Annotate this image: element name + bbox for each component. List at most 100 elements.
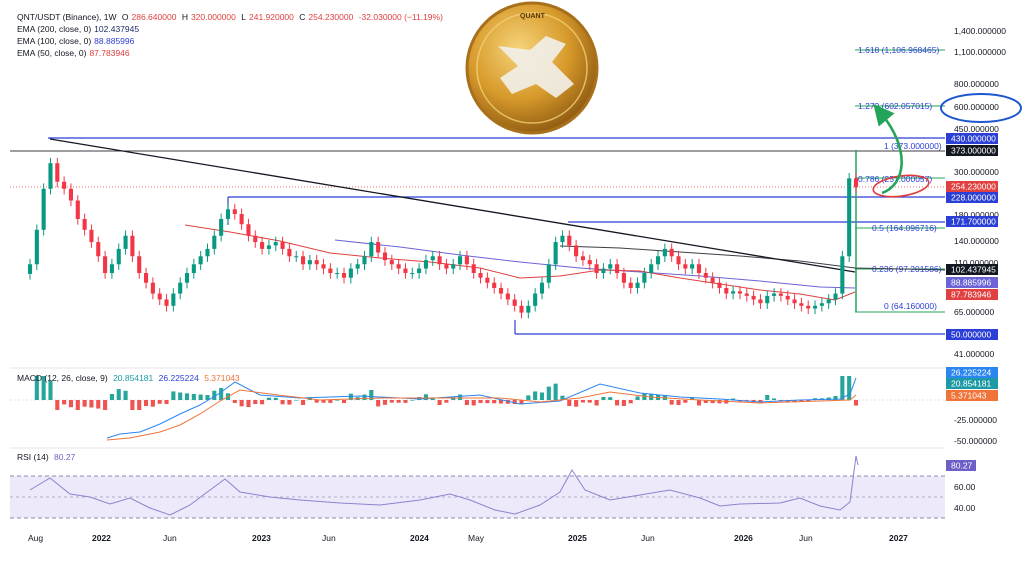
x-tick-aug: Aug <box>28 533 43 543</box>
candle-body <box>423 260 428 269</box>
candle-body <box>137 256 142 274</box>
candle-body <box>758 299 763 304</box>
macd-hist-bar <box>526 395 531 400</box>
candle-body <box>437 256 442 265</box>
macd-hist-bar <box>519 400 524 405</box>
x-tick-2023: 2023 <box>252 533 271 543</box>
macd-hist-bar <box>116 389 121 400</box>
candle-body <box>772 293 777 296</box>
macd-hist-bar <box>403 400 408 403</box>
candle-body <box>703 273 708 278</box>
macd-hist-bar <box>758 400 763 403</box>
axis-tick-110: 110.000000 <box>954 258 999 268</box>
macd-hist-bar <box>464 400 469 405</box>
macd-hist-bar <box>608 397 613 400</box>
macd-tag-2: 20.854181 <box>951 379 991 389</box>
macd-hist-bar <box>765 395 770 400</box>
candle-body <box>212 235 217 249</box>
ema200-label: EMA (200, close, 0) <box>17 24 92 34</box>
macd-hist-bar <box>594 400 599 406</box>
macd-hist-bar <box>683 400 688 403</box>
candle-body <box>246 224 251 236</box>
candle-body <box>103 256 108 274</box>
candle-body <box>219 218 224 236</box>
macd-hist-bar <box>621 400 626 406</box>
ohlc-o-key: O <box>121 12 129 22</box>
ema50-value: 87.783946 <box>89 48 130 58</box>
ohlc-l-value: 241.920000 <box>248 12 294 22</box>
candle-body <box>567 235 572 246</box>
macd-hist-bar <box>280 400 285 405</box>
macd-hist-bar <box>676 400 681 405</box>
candle-body <box>301 256 306 265</box>
candle-body <box>34 229 39 265</box>
candle-body <box>621 273 626 283</box>
candle-body <box>498 287 504 294</box>
macd-hist-bar <box>171 391 176 400</box>
macd-hist-bar <box>710 400 715 404</box>
macd-hist-bar <box>533 391 538 400</box>
candle-body <box>184 273 190 283</box>
candle-body <box>68 188 74 201</box>
macd-hist-bar <box>512 400 517 404</box>
macd-hist-bar <box>601 397 606 400</box>
candle-body <box>451 264 456 269</box>
candle-body <box>116 248 121 265</box>
candle-body <box>853 178 859 188</box>
candle-body <box>512 299 517 306</box>
macd-hist-bar <box>546 386 551 400</box>
candle-body <box>396 264 401 269</box>
macd-hist-bar <box>840 376 845 400</box>
macd-hist-bar <box>587 400 592 403</box>
candle-body <box>690 264 695 269</box>
tag-430: 430.000000 <box>951 134 996 144</box>
candle-body <box>239 214 244 225</box>
tag-102-bg <box>946 264 998 275</box>
ohlc-c-key: C <box>299 12 306 22</box>
tag-88: 88.885996 <box>951 278 991 288</box>
macd-panel <box>10 376 945 441</box>
candle-body <box>410 273 415 275</box>
rsi-tag-bg <box>946 460 976 471</box>
macd-hist-bar <box>34 376 39 400</box>
candle-body <box>253 235 258 243</box>
x-tick-jun-2: Jun <box>322 533 336 543</box>
candle-body <box>205 248 210 257</box>
ohlc-c-value: 254.230000 <box>308 12 354 22</box>
candle-body <box>683 264 688 269</box>
macd-hist-bar <box>103 400 108 410</box>
rsi-line <box>29 455 859 516</box>
x-tick-2027: 2027 <box>889 533 908 543</box>
ema50-label: EMA (50, close, 0) <box>17 48 87 58</box>
candle-body <box>546 264 551 283</box>
candle-body <box>191 264 196 274</box>
macd-hist-bar <box>382 400 388 405</box>
macd-axis-tick-neg50: -50.000000 <box>954 436 997 446</box>
candle-body <box>109 264 114 274</box>
candle-body <box>526 305 531 313</box>
x-tick-may: May <box>468 533 485 543</box>
macd-hist-bar <box>410 400 415 401</box>
macd-hist-bar <box>348 393 353 400</box>
target-circle <box>940 93 1022 123</box>
candle-body <box>635 282 640 288</box>
macd-hist-bar <box>266 397 271 400</box>
candle-body <box>55 163 60 182</box>
candle-body <box>765 295 770 304</box>
tag-373: 373.000000 <box>951 146 996 156</box>
ohlc-change: -32.030000 (−11.19%) <box>358 12 443 22</box>
macd-hist-bar <box>574 400 579 407</box>
macd-tag-3-bg <box>946 390 998 401</box>
axis-tick-140: 140.000000 <box>954 236 999 246</box>
candle-body <box>62 181 67 189</box>
ohlc-o-value: 286.640000 <box>131 12 177 22</box>
candle-body <box>314 260 319 265</box>
ema100-label: EMA (100, close, 0) <box>17 36 92 46</box>
candle-body <box>799 303 804 306</box>
tag-88-bg <box>946 277 998 288</box>
macd-hist-bar <box>212 390 217 400</box>
x-tick-2022: 2022 <box>92 533 111 543</box>
macd-hist-bar <box>833 396 838 400</box>
macd-hist-bar <box>539 392 545 400</box>
